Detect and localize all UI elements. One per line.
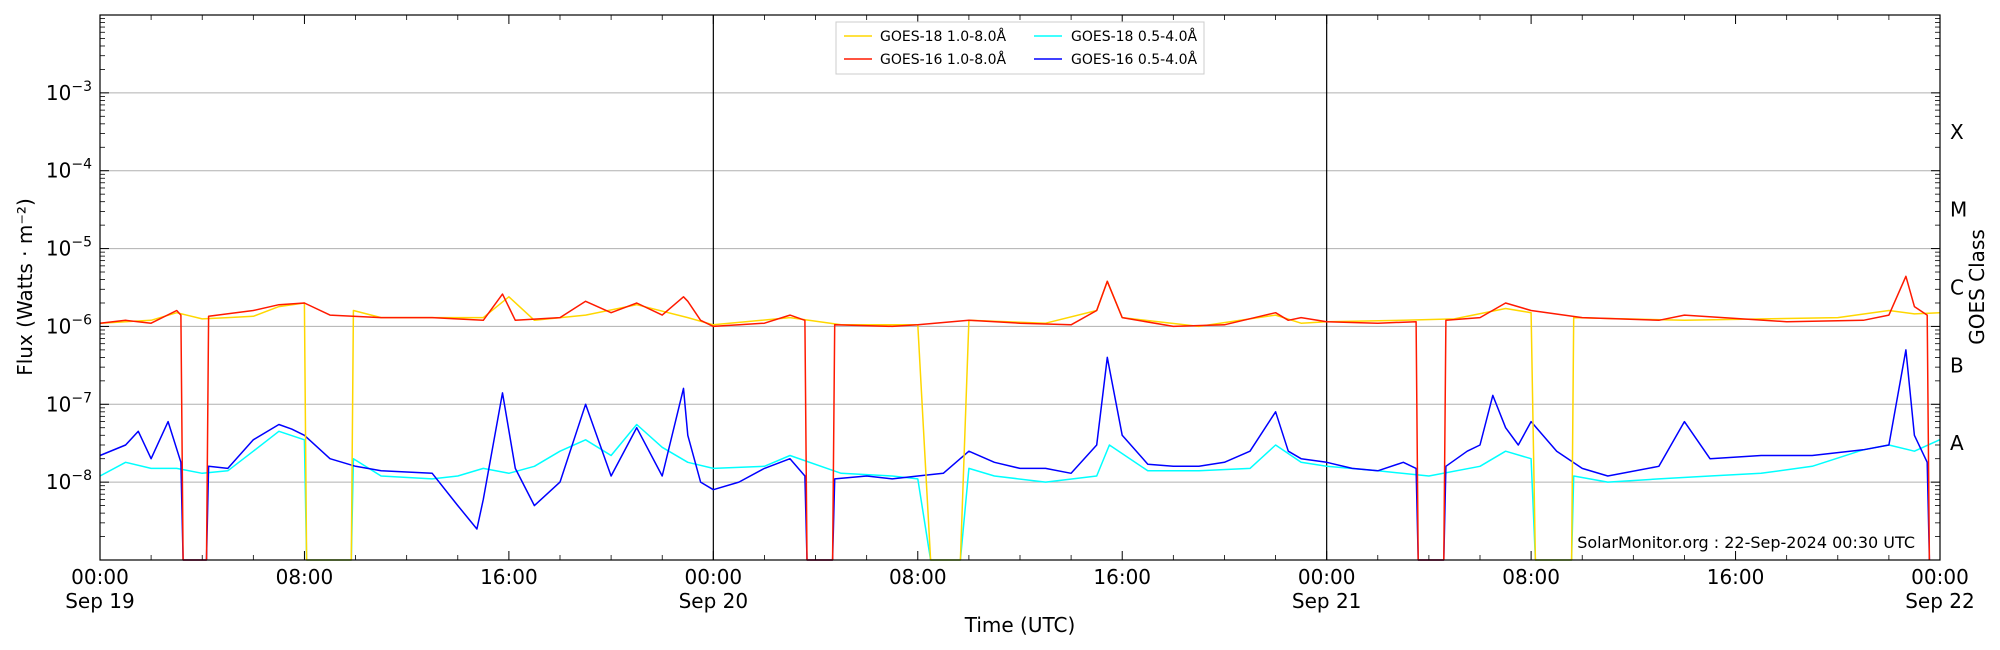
y-axis-right-title: GOES Class xyxy=(1965,229,1989,345)
x-tick-date-label: Sep 22 xyxy=(1905,589,1975,613)
x-tick-label: 16:00 xyxy=(480,565,538,589)
goes-class-label: C xyxy=(1950,276,1964,300)
grid-lines xyxy=(100,92,1940,483)
legend-label-goes18-long: GOES-18 1.0-8.0Å xyxy=(880,28,1006,45)
goes-class-label: X xyxy=(1950,120,1964,144)
legend-box xyxy=(835,21,1205,75)
x-tick-label: 00:00 xyxy=(685,565,743,589)
x-tick-label: 00:00 xyxy=(1298,565,1356,589)
x-tick-date-label: Sep 21 xyxy=(1292,589,1362,613)
legend-label-goes16-long: GOES-16 1.0-8.0Å xyxy=(880,51,1006,68)
y-tick-label: 10−5 xyxy=(46,235,92,261)
x-tick-label: 16:00 xyxy=(1093,565,1151,589)
x-tick-date-label: Sep 20 xyxy=(679,589,749,613)
goes-class-labels: A B C M X xyxy=(1950,120,1967,455)
goes-class-label: A xyxy=(1950,431,1964,455)
series-line-3 xyxy=(99,349,1931,561)
x-tick-label: 08:00 xyxy=(1502,565,1560,589)
legend-label-goes18-short: GOES-18 0.5-4.0Å xyxy=(1071,28,1197,45)
x-tick-label: 16:00 xyxy=(1707,565,1765,589)
x-tick-label: 08:00 xyxy=(276,565,334,589)
series-line-1 xyxy=(99,275,1931,561)
x-axis-title: Time (UTC) xyxy=(964,613,1076,637)
x-tick-label: 08:00 xyxy=(889,565,947,589)
axis-ticks xyxy=(99,15,1941,560)
y-tick-label: 10−4 xyxy=(46,157,92,183)
x-tick-label: 00:00 xyxy=(1911,565,1969,589)
legend-label-goes16-short: GOES-16 0.5-4.0Å xyxy=(1071,51,1197,68)
y-axis-title: Flux (Watts · m⁻²) xyxy=(13,198,37,376)
legend: GOES-18 1.0-8.0Å GOES-16 1.0-8.0Å GOES-1… xyxy=(835,21,1205,75)
x-tick-label: 00:00 xyxy=(71,565,129,589)
goes-class-label: B xyxy=(1950,353,1964,377)
y-tick-labels: 10−8 10−7 10−6 10−5 10−4 10−3 xyxy=(46,79,92,494)
watermark: SolarMonitor.org : 22-Sep-2024 00:30 UTC xyxy=(1577,533,1915,552)
x-tick-date-label: Sep 19 xyxy=(65,589,135,613)
y-tick-label: 10−7 xyxy=(46,390,92,416)
day-boundary-lines xyxy=(712,15,1328,560)
y-tick-label: 10−8 xyxy=(46,468,92,494)
series-lines xyxy=(99,275,1940,561)
goes-class-label: M xyxy=(1950,198,1967,222)
y-tick-label: 10−6 xyxy=(46,312,92,338)
y-tick-label: 10−3 xyxy=(46,79,92,105)
